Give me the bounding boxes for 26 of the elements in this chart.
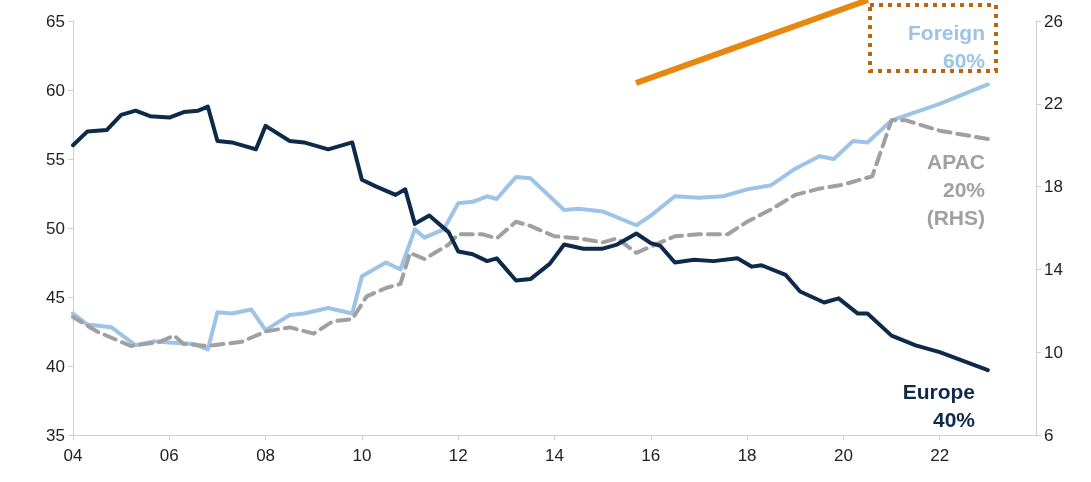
y-tick-label: 35	[46, 425, 65, 445]
y2-tick-label: 18	[1044, 177, 1063, 197]
x-tick-label: 04	[63, 446, 83, 465]
x-tick-label: 18	[737, 446, 757, 465]
x-tick-label: 06	[159, 446, 179, 465]
series-label: APAC 20% (RHS)	[926, 149, 986, 229]
x-tick-label: 08	[256, 446, 276, 465]
x-tick-label: 14	[545, 446, 564, 465]
x-tick-label: 20	[833, 446, 853, 465]
y2-tick-label: 6	[1044, 425, 1054, 445]
y-tick-label: 65	[46, 11, 65, 31]
series-label: Europe 40%	[902, 379, 976, 431]
x-tick-label: 10	[352, 446, 372, 465]
x-tick-label: 22	[930, 446, 950, 465]
y2-tick-label: 10	[1044, 342, 1063, 362]
y2-tick-label: 14	[1044, 259, 1063, 279]
x-tick-label: 16	[641, 446, 661, 465]
y-tick-label: 60	[46, 80, 65, 100]
y2-tick-label: 22	[1044, 94, 1063, 114]
y-tick-label: 45	[46, 287, 65, 307]
y-tick-label: 40	[46, 356, 65, 376]
x-tick-label: 12	[448, 446, 468, 465]
y-tick-label: 55	[46, 149, 65, 169]
y-tick-label: 50	[46, 218, 65, 238]
y2-tick-label: 26	[1044, 11, 1063, 31]
series-label: Foreign 60%	[908, 20, 986, 72]
